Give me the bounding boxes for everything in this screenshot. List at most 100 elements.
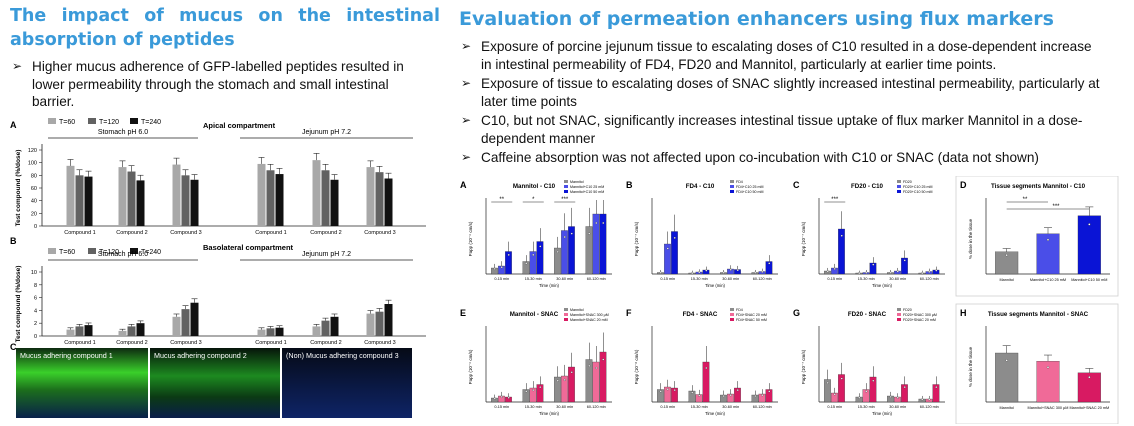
legend-swatch bbox=[130, 118, 138, 124]
title-word-1: impact bbox=[61, 6, 129, 26]
x-tick-label: Mannitol bbox=[999, 278, 1014, 282]
data-point bbox=[602, 221, 605, 225]
y-axis-label: % dose in the tissue bbox=[968, 346, 973, 387]
bar bbox=[522, 389, 530, 403]
x-tick-label: Mannitol bbox=[999, 406, 1014, 410]
bar bbox=[702, 361, 710, 403]
panel-letter: B bbox=[626, 180, 633, 190]
legend-label: Mannitol+C10 50 mM bbox=[570, 190, 604, 194]
legend-swatch bbox=[897, 180, 901, 183]
legend-label: FD20+C10 25 mM bbox=[903, 185, 932, 189]
arrow-bullet-icon: ➢ bbox=[12, 59, 23, 73]
data-point bbox=[872, 263, 875, 266]
bar bbox=[657, 389, 664, 403]
bar bbox=[838, 228, 845, 275]
data-point bbox=[768, 390, 771, 393]
x-tick-label: Compound 2 bbox=[310, 340, 342, 346]
bar bbox=[136, 323, 145, 336]
bar bbox=[664, 386, 671, 403]
bar bbox=[671, 387, 678, 403]
data-point bbox=[761, 394, 764, 397]
bar bbox=[529, 251, 537, 275]
bar bbox=[1077, 372, 1101, 403]
legend-swatch bbox=[88, 118, 96, 124]
bar bbox=[671, 231, 678, 275]
group-label: Jejunum pH 7.2 bbox=[302, 129, 351, 136]
bar bbox=[312, 160, 321, 226]
panel-letter: A bbox=[10, 120, 17, 130]
data-point bbox=[532, 253, 535, 256]
legend-label: Mannitol+SNAC 300 µM bbox=[570, 313, 609, 317]
x-tick-label: 15-30 min bbox=[858, 277, 875, 281]
legend-label: FD4+SNAC 20 mM bbox=[736, 313, 767, 317]
data-point bbox=[928, 270, 931, 273]
bar bbox=[862, 389, 870, 403]
y-axis-label: Papp (10⁻⁸ cm/s) bbox=[634, 349, 639, 384]
micrograph-image bbox=[150, 348, 280, 418]
data-point bbox=[1088, 223, 1091, 226]
x-tick-label: Compound 1 bbox=[64, 230, 96, 236]
panel-frame bbox=[955, 176, 1119, 297]
group-label: Stomach pH 6.0 bbox=[98, 129, 148, 136]
x-tick-label: 30-60 min bbox=[556, 405, 573, 409]
bar bbox=[599, 213, 607, 275]
bar bbox=[505, 251, 512, 275]
panel-letter: C bbox=[10, 342, 17, 352]
bar bbox=[312, 326, 321, 336]
x-tick-label: Compound 3 bbox=[364, 230, 396, 236]
panel-subtitle: Mannitol - C10 bbox=[513, 183, 556, 190]
data-point bbox=[840, 234, 843, 237]
bar bbox=[266, 170, 275, 226]
x-tick-label: 60-120 min bbox=[587, 405, 606, 409]
x-tick-label: Compound 3 bbox=[170, 340, 202, 346]
micrograph-caption: Mucus adhering compound 2 bbox=[154, 351, 247, 360]
data-point bbox=[539, 245, 542, 248]
x-tick-label: 30-60 min bbox=[889, 277, 906, 281]
bar bbox=[66, 165, 75, 226]
data-point bbox=[729, 268, 732, 271]
x-tick-label: Compound 1 bbox=[255, 340, 287, 346]
data-point bbox=[896, 270, 899, 273]
bar bbox=[190, 302, 199, 336]
left-figure: A T=60 T=120 T=240 Apical compartment0204060… bbox=[10, 118, 426, 418]
bar bbox=[384, 304, 393, 336]
data-point bbox=[722, 395, 725, 398]
data-point bbox=[673, 389, 676, 392]
bar bbox=[869, 376, 877, 403]
bar bbox=[321, 320, 330, 336]
data-point bbox=[698, 394, 701, 397]
data-point bbox=[525, 262, 528, 265]
legend-label: FD4 bbox=[736, 180, 743, 184]
right-bullet-1-line-0: Exposure of tissue to escalating doses o… bbox=[481, 76, 1100, 91]
panel-subtitle: Basolateral compartment bbox=[203, 243, 294, 252]
data-point bbox=[896, 396, 899, 399]
y-tick-label: 40 bbox=[31, 199, 37, 205]
bar bbox=[136, 180, 145, 226]
data-point bbox=[928, 398, 931, 401]
bar bbox=[554, 247, 561, 275]
data-point bbox=[826, 270, 829, 273]
legend-swatch bbox=[897, 185, 901, 188]
bar bbox=[720, 394, 727, 403]
x-axis-label: Time (min) bbox=[705, 411, 725, 416]
bar bbox=[190, 179, 199, 226]
title-word-2: of bbox=[144, 6, 164, 26]
data-point bbox=[754, 271, 757, 274]
data-point bbox=[525, 390, 528, 393]
bar bbox=[824, 379, 831, 403]
bar bbox=[1077, 215, 1101, 275]
legend-label: Mannitol bbox=[570, 308, 584, 312]
x-tick-label: 30-60 min bbox=[556, 277, 573, 281]
micrograph-caption: Mucus adhering compound 1 bbox=[20, 351, 113, 360]
x-tick-label: Mannitol+C10 25 mM bbox=[1030, 278, 1066, 282]
y-axis-label: Papp (10⁻⁷ cm/s) bbox=[801, 221, 806, 256]
arrow-bullet-icon: ➢ bbox=[461, 113, 472, 127]
sig-label: *** bbox=[1052, 204, 1060, 210]
legend-label: T=60 bbox=[59, 119, 75, 126]
legend-swatch bbox=[730, 180, 734, 183]
panel-subtitle: Tissue segments Mannitol - SNAC bbox=[988, 311, 1089, 318]
y-tick-label: 0 bbox=[34, 224, 37, 230]
data-point bbox=[705, 269, 708, 272]
